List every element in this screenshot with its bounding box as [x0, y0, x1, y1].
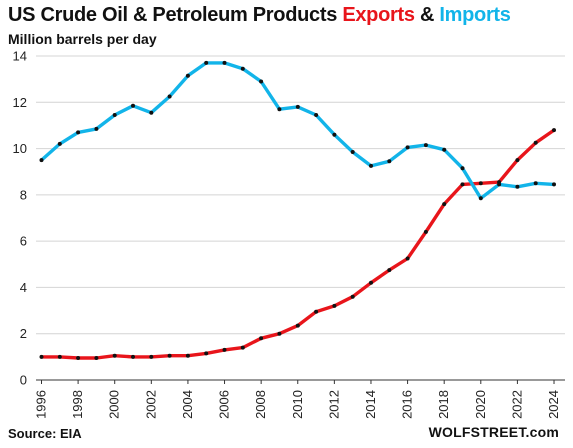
y-tick-label-6: 6: [20, 234, 27, 249]
x-tick-label-2024: 2024: [546, 390, 561, 419]
imports-point-2000: [112, 113, 117, 117]
title-joiner: &: [419, 4, 435, 26]
x-tick-label-2010: 2010: [290, 390, 305, 419]
imports-point-2008: [259, 79, 264, 84]
exports-point-2010: [295, 323, 300, 328]
x-tick-label-1998: 1998: [70, 390, 85, 419]
x-tick-label-2014: 2014: [363, 390, 378, 419]
imports-point-1998: [76, 130, 81, 135]
exports-point-2006: [222, 347, 227, 352]
imports-series-line: [39, 61, 556, 201]
imports-point-2011: [314, 113, 319, 117]
x-tick-label-2020: 2020: [473, 390, 488, 419]
title-imports-word: Imports: [439, 4, 511, 26]
imports-point-2002: [149, 110, 154, 115]
exports-point-2017: [423, 229, 428, 234]
x-tick-label-2022: 2022: [509, 390, 524, 419]
brand-logo-text: WOLFSTREET.com: [428, 424, 559, 440]
imports-point-2023: [533, 181, 538, 186]
imports-point-2016: [405, 145, 410, 150]
series-group: [39, 60, 556, 360]
x-tick-label-2000: 2000: [107, 390, 122, 419]
imports-point-2001: [131, 103, 135, 108]
y-tick-label-10: 10: [13, 141, 27, 156]
x-tick-label-1996: 1996: [33, 390, 48, 419]
imports-point-2006: [222, 60, 227, 65]
imports-point-2017: [423, 143, 428, 148]
imports-point-1997: [57, 141, 62, 146]
x-tick-labels: 1996 1998 2000 2002 2004 2006 2008 2010 2012 2014…: [33, 380, 561, 419]
y-tick-label-2: 2: [20, 326, 27, 341]
exports-point-1996: [39, 354, 44, 359]
x-tick-label-2006: 2006: [217, 390, 232, 419]
x-tick-label-2012: 2012: [326, 390, 341, 419]
exports-point-2012: [332, 303, 337, 308]
y-tick-label-8: 8: [20, 187, 27, 202]
exports-point-2007: [240, 345, 245, 350]
imports-point-2003: [167, 94, 172, 99]
x-tick-label-2004: 2004: [180, 390, 195, 419]
y-tick-labels: 0 2 4 6 8 10 12 14: [13, 49, 27, 388]
imports-point-2021: [497, 182, 502, 187]
exports-point-2001: [131, 354, 135, 359]
exports-point-2022: [515, 158, 520, 163]
chart-title: US Crude Oil & Petroleum Products Export…: [8, 4, 511, 27]
imports-point-2012: [332, 132, 337, 137]
x-tick-label-2018: 2018: [436, 390, 451, 419]
imports-point-2020: [478, 196, 483, 201]
imports-point-2015: [387, 159, 392, 164]
exports-point-1998: [76, 356, 81, 360]
exports-point-2023: [533, 140, 538, 145]
y-tick-label-4: 4: [20, 280, 27, 295]
source-note: Source: EIA: [8, 426, 82, 441]
imports-point-2024: [552, 182, 556, 187]
exports-point-2019: [460, 182, 465, 187]
exports-point-2008: [259, 336, 264, 341]
exports-point-2004: [185, 353, 190, 358]
exports-point-2024: [552, 128, 556, 133]
imports-point-2014: [369, 163, 373, 168]
imports-point-1999: [94, 126, 99, 131]
chart-subtitle: Million barrels per day: [8, 31, 157, 47]
exports-point-2020: [478, 181, 483, 186]
exports-point-1997: [57, 354, 62, 359]
x-tick-label-2002: 2002: [143, 390, 158, 419]
imports-point-2004: [185, 73, 190, 78]
grid-lines: [36, 55, 565, 381]
y-tick-label-14: 14: [13, 49, 27, 64]
imports-point-2005: [204, 60, 209, 65]
title-exports-word: Exports: [342, 4, 415, 26]
title-prefix: US Crude Oil & Petroleum Products: [8, 4, 338, 26]
exports-point-1999: [94, 356, 99, 360]
imports-point-1996: [39, 158, 44, 163]
exports-point-2013: [350, 294, 355, 299]
imports-point-2022: [515, 184, 520, 189]
imports-point-2019: [460, 166, 465, 171]
exports-point-2016: [405, 256, 410, 261]
exports-point-2002: [149, 354, 154, 359]
x-tick-label-2008: 2008: [253, 390, 268, 419]
imports-point-2009: [277, 107, 282, 112]
imports-point-2013: [350, 150, 355, 154]
exports-point-2009: [277, 331, 282, 336]
exports-point-2011: [314, 309, 319, 314]
exports-point-2003: [167, 353, 172, 358]
y-tick-label-12: 12: [13, 95, 27, 110]
exports-point-2015: [387, 268, 392, 273]
exports-point-2000: [112, 353, 117, 358]
exports-point-2018: [442, 202, 447, 207]
exports-point-2014: [369, 280, 373, 285]
imports-point-2018: [442, 147, 447, 152]
imports-point-2007: [240, 66, 245, 71]
exports-point-2005: [204, 351, 209, 356]
x-tick-label-2016: 2016: [400, 390, 415, 419]
imports-point-2010: [295, 104, 300, 109]
y-tick-label-0: 0: [20, 373, 27, 388]
